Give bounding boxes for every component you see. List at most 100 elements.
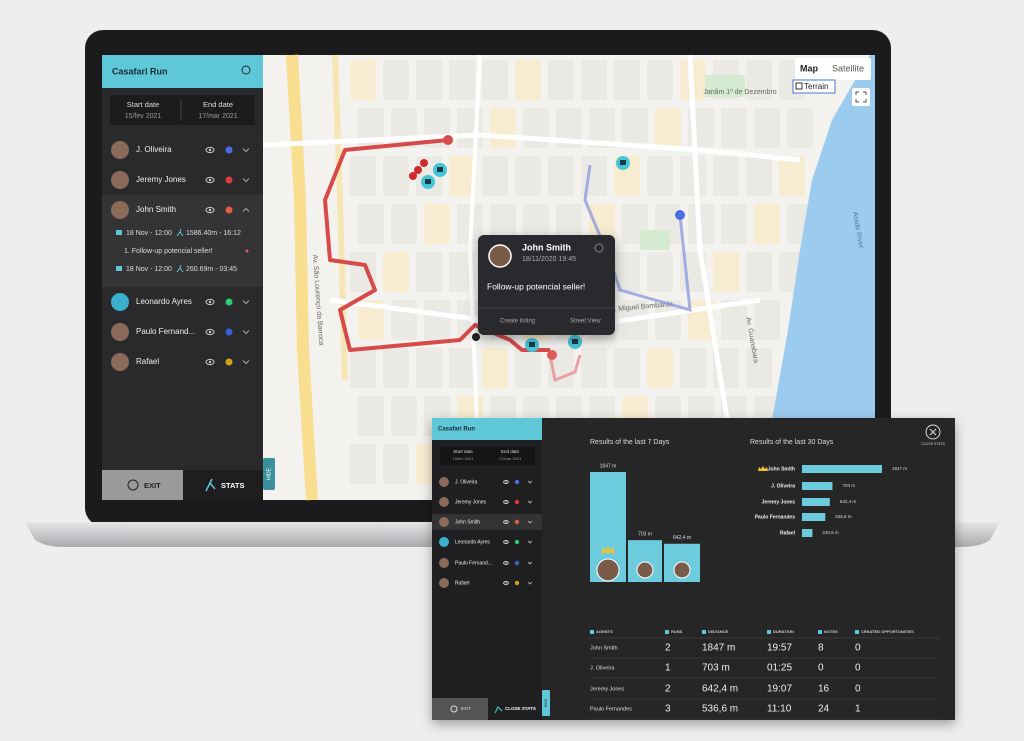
help-icon[interactable] bbox=[241, 65, 251, 75]
agent-avatar[interactable] bbox=[111, 201, 129, 219]
table-cell: 19:57 bbox=[767, 643, 792, 654]
stats-button[interactable] bbox=[183, 470, 263, 500]
agent-name[interactable]: Leonardo Ayres bbox=[136, 297, 192, 306]
map-marker[interactable] bbox=[414, 166, 422, 174]
agent-name[interactable]: J. Oliveira bbox=[455, 479, 477, 485]
eye-icon[interactable] bbox=[205, 328, 215, 336]
agent-color[interactable] bbox=[514, 560, 520, 566]
chevron[interactable] bbox=[527, 561, 533, 565]
agent-color[interactable] bbox=[225, 176, 233, 184]
map-marker[interactable] bbox=[675, 210, 685, 220]
agent-avatar[interactable] bbox=[111, 293, 129, 311]
agent-color[interactable] bbox=[514, 479, 520, 485]
agent-avatar[interactable] bbox=[439, 558, 449, 568]
agent-name[interactable]: Paulo Fernand... bbox=[136, 327, 195, 336]
eye-icon[interactable] bbox=[205, 206, 215, 214]
eye-icon[interactable] bbox=[503, 580, 509, 586]
agent-color[interactable] bbox=[225, 298, 233, 306]
agent-avatar[interactable] bbox=[439, 477, 449, 487]
map-block bbox=[383, 444, 409, 484]
agent-name[interactable]: Jeremy Jones bbox=[455, 499, 487, 505]
eye-icon[interactable] bbox=[503, 560, 509, 566]
exit-button[interactable] bbox=[432, 698, 488, 720]
eye-icon[interactable] bbox=[503, 539, 509, 545]
bar bbox=[802, 529, 813, 537]
agent-avatar[interactable] bbox=[439, 517, 449, 527]
chevron[interactable] bbox=[527, 520, 533, 524]
agent-color[interactable] bbox=[225, 146, 233, 154]
agent-color[interactable] bbox=[225, 206, 233, 214]
close-stats-icon[interactable] bbox=[925, 424, 941, 440]
map-marker[interactable] bbox=[409, 172, 417, 180]
agent-color[interactable] bbox=[514, 499, 520, 505]
hide-tab[interactable] bbox=[542, 690, 550, 716]
agent-avatar[interactable] bbox=[111, 353, 129, 371]
chevron[interactable] bbox=[242, 360, 250, 365]
chevron[interactable] bbox=[242, 178, 250, 183]
agent-name[interactable]: John Smith bbox=[455, 519, 480, 525]
agent-name[interactable]: J. Oliveira bbox=[136, 145, 172, 154]
eye-icon[interactable] bbox=[205, 176, 215, 184]
exit-button[interactable] bbox=[102, 470, 183, 500]
agent-avatar[interactable] bbox=[439, 497, 449, 507]
popup-action[interactable]: Street View bbox=[570, 319, 601, 325]
run-date[interactable]: 18 Nov - 12:00 bbox=[126, 230, 172, 237]
agent-avatar[interactable] bbox=[439, 537, 449, 547]
agent-avatar[interactable] bbox=[111, 323, 129, 341]
bar-category-label: Jeremy Jones bbox=[762, 499, 796, 505]
date-box bbox=[110, 95, 255, 125]
popup-close[interactable] bbox=[594, 243, 604, 253]
agent-avatar[interactable] bbox=[111, 141, 129, 159]
chevron[interactable] bbox=[527, 581, 533, 585]
table-header: DURATION bbox=[773, 629, 794, 634]
map-block bbox=[746, 60, 772, 100]
chevron[interactable] bbox=[242, 300, 250, 305]
hide-tab[interactable] bbox=[263, 458, 275, 490]
agent-name[interactable]: John Smith bbox=[136, 205, 176, 214]
eye-icon[interactable] bbox=[205, 298, 215, 306]
eye-icon[interactable] bbox=[205, 358, 215, 366]
eye-icon[interactable] bbox=[503, 499, 509, 505]
header-icon bbox=[590, 630, 594, 634]
chevron[interactable] bbox=[527, 540, 533, 544]
agent-color[interactable] bbox=[225, 328, 233, 336]
map-marker[interactable] bbox=[547, 350, 557, 360]
agent-name[interactable]: Leonardo Ayres bbox=[455, 539, 490, 545]
map-block bbox=[482, 156, 508, 196]
chevron[interactable] bbox=[527, 500, 533, 504]
map-marker[interactable] bbox=[420, 159, 428, 167]
close-stats-label[interactable]: CLOSE STATS bbox=[505, 706, 536, 711]
agent-color[interactable] bbox=[225, 358, 233, 366]
run-note[interactable]: 1. Follow-up potencial seller! bbox=[124, 248, 213, 255]
exit-icon bbox=[450, 705, 458, 713]
agent-name[interactable]: Rafael bbox=[136, 357, 159, 366]
popup-action[interactable]: Create listing bbox=[500, 319, 535, 325]
map-tab[interactable]: Map bbox=[800, 63, 819, 73]
chevron[interactable] bbox=[242, 207, 250, 212]
map-tab[interactable]: Satellite bbox=[832, 63, 864, 73]
eye-icon[interactable] bbox=[503, 479, 509, 485]
bar bbox=[802, 498, 830, 506]
agent-name[interactable]: Rafael bbox=[455, 580, 469, 586]
agent-color[interactable] bbox=[514, 539, 520, 545]
fullscreen-button[interactable] bbox=[852, 88, 870, 106]
chevron[interactable] bbox=[527, 480, 533, 484]
eye-icon[interactable] bbox=[205, 146, 215, 154]
run-date[interactable]: 18 Nov - 12:00 bbox=[126, 266, 172, 273]
agent-name[interactable]: Paulo Fernand... bbox=[455, 560, 492, 566]
agent-color[interactable] bbox=[514, 580, 520, 586]
chevron[interactable] bbox=[242, 330, 250, 335]
map-marker[interactable] bbox=[472, 333, 480, 341]
eye-icon[interactable] bbox=[503, 519, 509, 525]
map-block bbox=[614, 252, 640, 292]
terrain-checkbox[interactable] bbox=[795, 82, 803, 90]
agent-avatar[interactable] bbox=[111, 171, 129, 189]
close-stats-label[interactable]: CLOSE STATS bbox=[921, 442, 945, 446]
agent-name[interactable]: Jeremy Jones bbox=[136, 175, 186, 184]
map-block bbox=[589, 204, 615, 244]
map-marker[interactable] bbox=[443, 135, 453, 145]
table-cell: 536,6 m bbox=[702, 704, 738, 715]
agent-avatar[interactable] bbox=[439, 578, 449, 588]
agent-color[interactable] bbox=[514, 519, 520, 525]
chevron[interactable] bbox=[242, 148, 250, 153]
